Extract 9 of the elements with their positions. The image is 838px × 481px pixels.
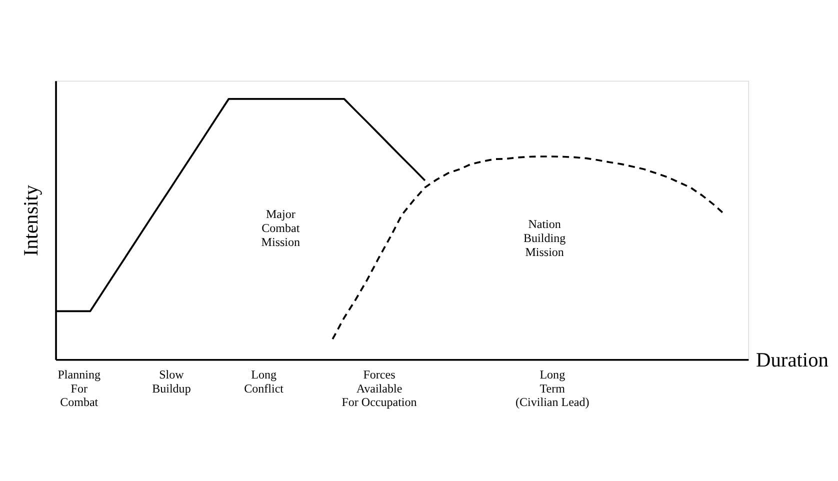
x-tick-label: Planning For Combat (58, 367, 100, 410)
x-axis-title: Duration (756, 349, 828, 372)
y-axis-title: Intensity (20, 184, 42, 256)
annotation: Major Combat Mission (261, 207, 300, 249)
x-tick-label: Forces Available For Occupation (342, 367, 417, 410)
annotation: Nation Building Mission (524, 217, 566, 259)
x-tick-label: Long Term (Civilian Lead) (516, 367, 590, 410)
x-tick-label: Long Conflict (244, 367, 284, 396)
x-tick-label: Slow Buildup (152, 367, 191, 396)
